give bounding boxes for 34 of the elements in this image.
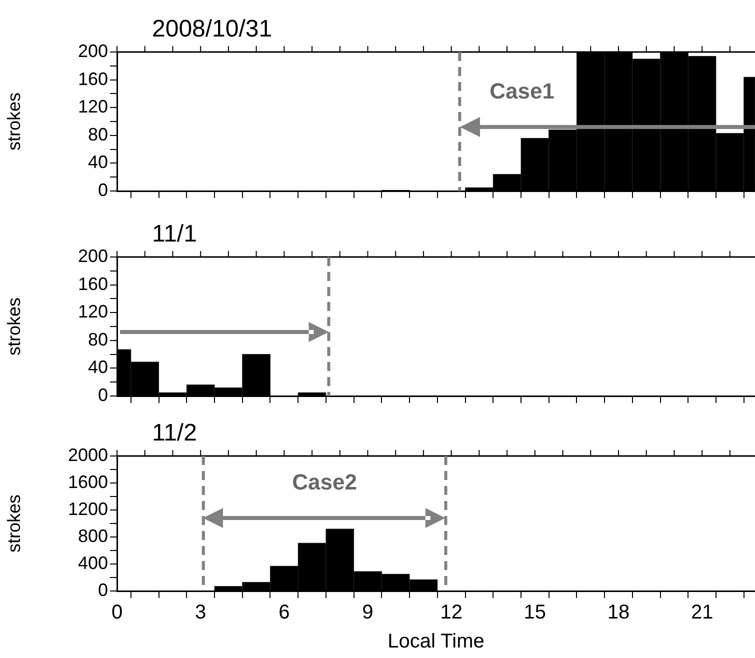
x-tick-label: 18 [607,602,630,624]
y-tick-label: 120 [78,302,108,322]
chart-title: 11/2 [152,420,197,447]
y-axis-title: strokes [4,297,24,356]
x-axis-title: Local Time [388,630,484,653]
x-tick-label: 15 [524,602,546,624]
x-tick-label: 21 [690,602,714,624]
y-tick-label: 800 [78,526,108,546]
y-tick-label: 2000 [68,444,108,465]
annotation: Case1 [490,78,555,104]
y-tick-label: 80 [88,329,108,350]
y-tick-label: 160 [78,274,108,294]
y-tick-label: 120 [78,96,108,117]
y-axis-title: strokes [4,494,24,553]
chart-title: 11/1 [152,220,197,248]
y-tick-label: 0 [98,180,108,200]
y-tick-label: 200 [78,246,108,266]
x-tick-label: 6 [278,602,290,624]
y-tick-label: 0 [98,580,108,600]
x-tick-label: 3 [195,602,206,624]
y-tick-label: 1600 [68,472,108,492]
x-tick-label: 12 [440,602,462,624]
y-tick-label: 40 [88,152,108,172]
y-tick-label: 200 [78,40,108,61]
y-tick-label: 80 [88,124,108,144]
annotation: Case2 [292,470,357,495]
y-tick-label: 40 [88,357,108,378]
y-tick-label: 160 [78,68,108,89]
y-axis-title: strokes [4,92,24,151]
y-tick-label: 400 [78,552,108,573]
y-tick-label: 1200 [68,498,108,519]
chart-title: 2008/10/31 [152,16,272,43]
y-tick-label: 0 [98,384,108,405]
x-tick-label: 9 [362,602,374,624]
